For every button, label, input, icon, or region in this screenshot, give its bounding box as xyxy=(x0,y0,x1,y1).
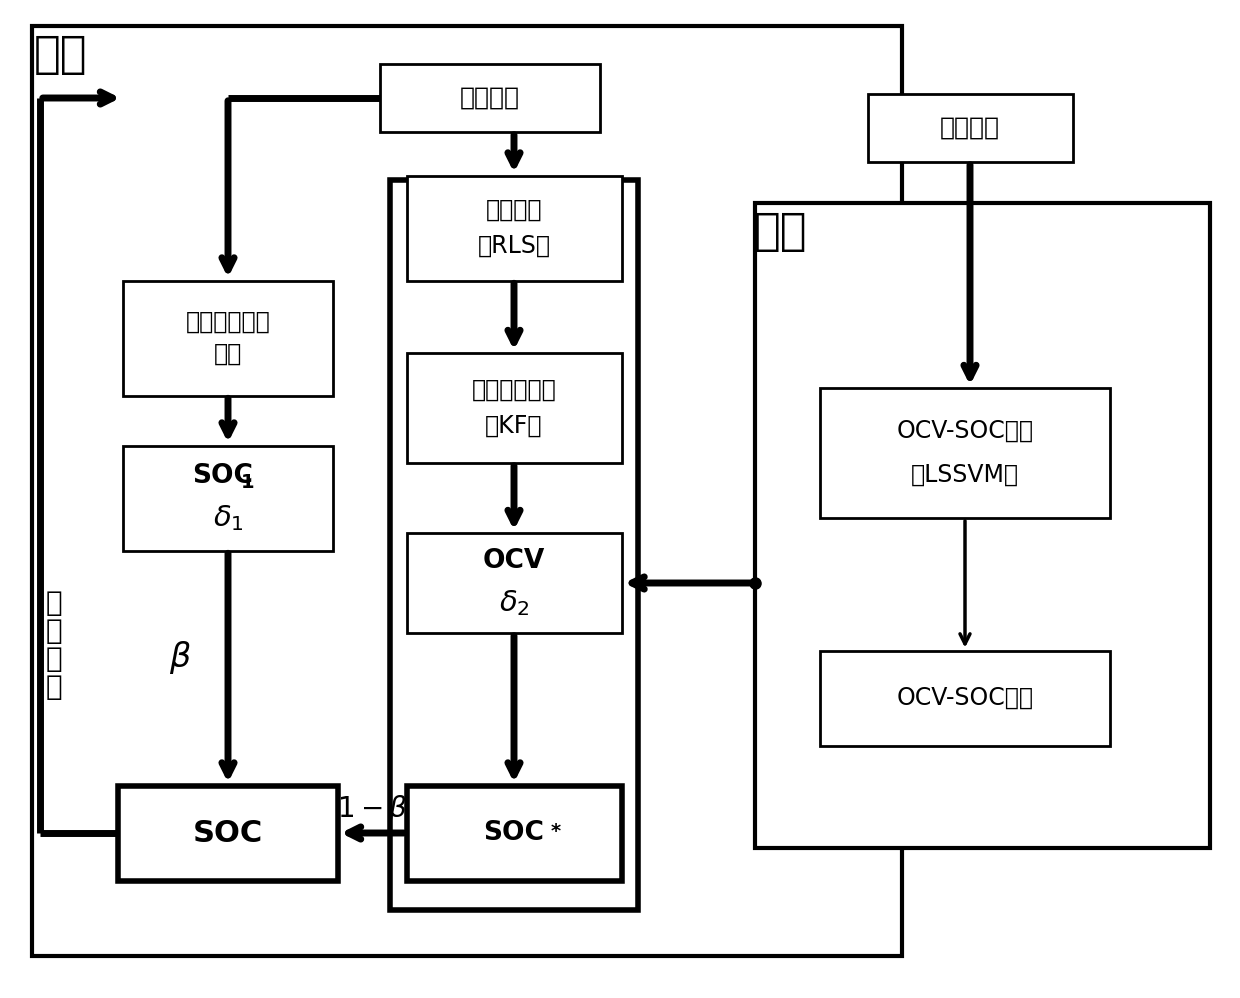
Bar xyxy=(868,94,1073,162)
Bar xyxy=(407,353,621,463)
Text: 混合高斯过程: 混合高斯过程 xyxy=(186,310,270,334)
Text: 型: 型 xyxy=(46,673,62,701)
Bar xyxy=(123,445,334,551)
Text: 离线: 离线 xyxy=(753,210,807,252)
Text: *: * xyxy=(551,821,560,840)
Text: 回归: 回归 xyxy=(213,342,242,366)
Text: 在线: 在线 xyxy=(33,33,87,76)
Text: SOC: SOC xyxy=(193,818,263,847)
Text: 1: 1 xyxy=(242,472,254,491)
Bar xyxy=(379,64,600,132)
Bar xyxy=(391,180,639,910)
Text: （KF）: （KF） xyxy=(485,414,543,438)
Bar xyxy=(407,176,621,280)
Bar xyxy=(118,785,339,880)
Text: OCV: OCV xyxy=(482,548,546,574)
Text: $\delta_1$: $\delta_1$ xyxy=(212,503,243,533)
Bar xyxy=(407,785,621,880)
Text: 实验数据: 实验数据 xyxy=(940,116,999,140)
Bar xyxy=(407,533,621,633)
Bar xyxy=(755,203,1210,848)
Text: （LSSVM）: （LSSVM） xyxy=(911,463,1019,487)
Text: OCV-SOC偏移: OCV-SOC偏移 xyxy=(897,419,1033,443)
Bar xyxy=(820,651,1110,746)
Bar xyxy=(32,26,901,956)
Text: OCV-SOC曲线: OCV-SOC曲线 xyxy=(897,686,1033,710)
Text: $1-\beta$: $1-\beta$ xyxy=(337,793,408,825)
Text: $\beta$: $\beta$ xyxy=(169,640,191,677)
Text: 新: 新 xyxy=(46,617,62,645)
Text: 参数辨识: 参数辨识 xyxy=(486,198,542,222)
Text: SOC: SOC xyxy=(192,463,253,489)
Bar xyxy=(820,388,1110,518)
Text: 实验数据: 实验数据 xyxy=(460,86,520,110)
Text: 模: 模 xyxy=(46,645,62,673)
Text: 更: 更 xyxy=(46,589,62,617)
Text: （RLS）: （RLS） xyxy=(477,234,551,258)
Text: 等效电路模型: 等效电路模型 xyxy=(471,378,557,402)
Text: SOC: SOC xyxy=(484,820,544,846)
Text: $\delta_2$: $\delta_2$ xyxy=(498,588,529,618)
Bar xyxy=(123,280,334,395)
